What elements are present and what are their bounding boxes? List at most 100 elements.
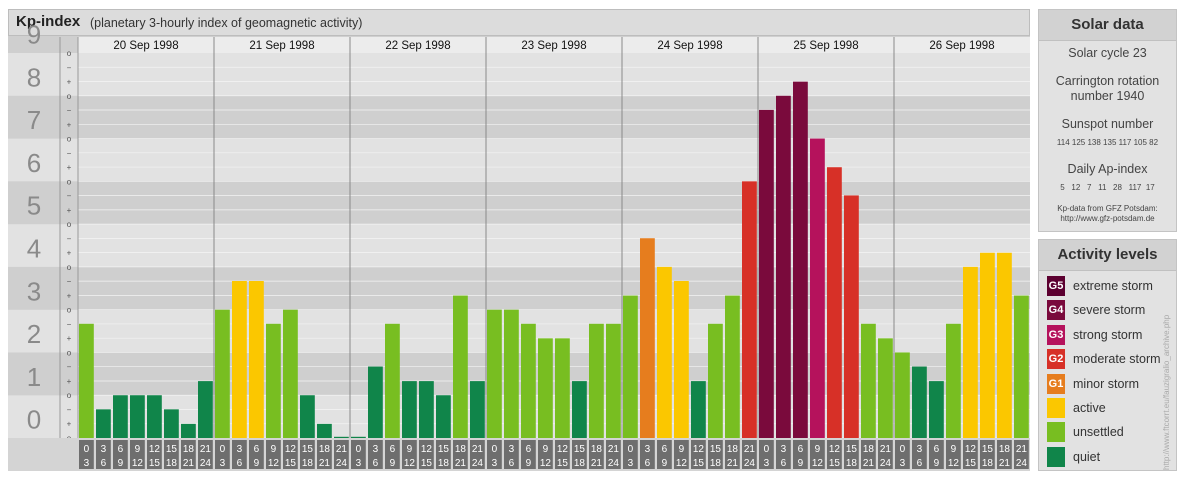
y-tick-label: 4 xyxy=(27,234,41,264)
x-tick-start: 3 xyxy=(645,444,651,455)
x-tick-end: 3 xyxy=(900,458,906,469)
band-4 xyxy=(8,224,1030,267)
chart-header xyxy=(8,9,1030,36)
chart-subtitle: (planetary 3-hourly index of geomagnetic… xyxy=(90,16,363,30)
legend-label: moderate storm xyxy=(1073,352,1161,367)
x-tick-start: 12 xyxy=(965,444,977,455)
x-tick-end: 6 xyxy=(781,458,787,469)
legend-item: G2 moderate storm xyxy=(1047,349,1175,370)
sunspot-label: Sunspot number xyxy=(1061,117,1154,131)
kp-bar xyxy=(504,309,519,438)
kp-bar xyxy=(249,281,264,438)
x-tick-end: 6 xyxy=(917,458,923,469)
kp-bar xyxy=(215,309,230,438)
kp-bar xyxy=(776,95,791,439)
x-tick-start: 9 xyxy=(135,444,141,455)
x-tick-box xyxy=(708,440,723,469)
x-tick-end: 3 xyxy=(356,458,362,469)
x-tick-box xyxy=(351,440,366,469)
kp-bar xyxy=(844,195,859,438)
x-tick-box xyxy=(963,440,978,469)
kp-bar xyxy=(436,395,451,438)
x-tick-start: 9 xyxy=(951,444,957,455)
source-link[interactable]: http://www.gfz-potsdam.de xyxy=(1060,214,1155,223)
day-label: 21 Sep 1998 xyxy=(249,40,314,52)
x-tick-start: 12 xyxy=(421,444,433,455)
legend-item: G4 severe storm xyxy=(1047,300,1175,321)
day-label: 22 Sep 1998 xyxy=(385,40,450,52)
legend-swatch: G3 xyxy=(1047,324,1065,345)
kp-bar xyxy=(419,381,434,438)
x-tick-start: 0 xyxy=(492,444,498,455)
x-tick-start: 18 xyxy=(183,444,195,455)
x-tick-start: 9 xyxy=(271,444,277,455)
y-sub-mark: o xyxy=(67,391,72,400)
x-tick-start: 6 xyxy=(254,444,260,455)
x-tick-box xyxy=(725,440,740,469)
x-tick-start: 3 xyxy=(101,444,107,455)
y-sub-mark: o xyxy=(67,135,72,144)
kp-bar xyxy=(96,409,111,438)
y-sub-mark: + xyxy=(67,249,72,258)
kp-bar xyxy=(147,395,162,438)
x-tick-box xyxy=(657,440,672,469)
kp-bar xyxy=(657,266,672,438)
kp-bar xyxy=(963,266,978,438)
x-tick-box xyxy=(232,440,247,469)
kp-bar xyxy=(606,323,621,438)
x-tick-box xyxy=(555,440,570,469)
x-tick-box xyxy=(79,440,94,469)
x-tick-start: 6 xyxy=(526,444,532,455)
x-tick-start: 3 xyxy=(917,444,923,455)
ap-values: 5 12 7 11 28 117 17 xyxy=(1060,183,1155,192)
legend-item: G3 strong storm xyxy=(1047,324,1175,345)
x-tick-box xyxy=(436,440,451,469)
y-sub-mark: o xyxy=(67,177,72,186)
x-tick-box xyxy=(181,440,196,469)
x-tick-start: 15 xyxy=(710,444,722,455)
x-tick-start: 21 xyxy=(880,444,892,455)
x-tick-start: 0 xyxy=(84,444,90,455)
x-tick-box xyxy=(504,440,519,469)
y-sub-mark: + xyxy=(67,420,72,429)
x-tick-box xyxy=(164,440,179,469)
y-sub-mark: + xyxy=(67,206,72,215)
legend-label: severe storm xyxy=(1073,303,1146,318)
legend-item: quiet xyxy=(1047,446,1175,467)
x-tick-box xyxy=(980,440,995,469)
x-tick-start: 15 xyxy=(302,444,314,455)
y-sub-mark: − xyxy=(67,405,72,414)
credit-text: http://www.ftcorrt.eu/fauzigralio_archiv… xyxy=(1162,314,1171,470)
y-sub-mark: o xyxy=(67,220,72,229)
x-tick-box xyxy=(249,440,264,469)
x-tick-end: 3 xyxy=(220,458,226,469)
x-tick-end: 21 xyxy=(183,458,195,469)
legend-swatch xyxy=(1047,398,1065,418)
kp-bar xyxy=(113,395,128,438)
y-sub-mark: − xyxy=(67,363,72,372)
kp-bar xyxy=(929,381,944,438)
x-tick-start: 21 xyxy=(336,444,348,455)
kp-bar xyxy=(164,409,179,438)
x-tick-start: 3 xyxy=(781,444,787,455)
x-tick-start: 15 xyxy=(982,444,994,455)
x-tick-end: 15 xyxy=(693,458,705,469)
x-tick-end: 24 xyxy=(744,458,756,469)
x-tick-end: 9 xyxy=(934,458,940,469)
x-tick-end: 18 xyxy=(166,458,178,469)
x-tick-box xyxy=(283,440,298,469)
band-5 xyxy=(8,181,1030,225)
x-tick-end: 9 xyxy=(390,458,396,469)
x-tick-box xyxy=(844,440,859,469)
x-tick-box xyxy=(946,440,961,469)
y-sub-mark: o xyxy=(67,49,72,58)
legend-label: minor storm xyxy=(1073,376,1139,391)
x-tick-box xyxy=(385,440,400,469)
kp-bar xyxy=(572,381,587,438)
x-tick-start: 12 xyxy=(285,444,297,455)
x-tick-end: 21 xyxy=(591,458,603,469)
y-sub-mark: + xyxy=(67,291,72,300)
solar-data-title: Solar data xyxy=(1039,10,1176,41)
x-tick-end: 24 xyxy=(336,458,348,469)
